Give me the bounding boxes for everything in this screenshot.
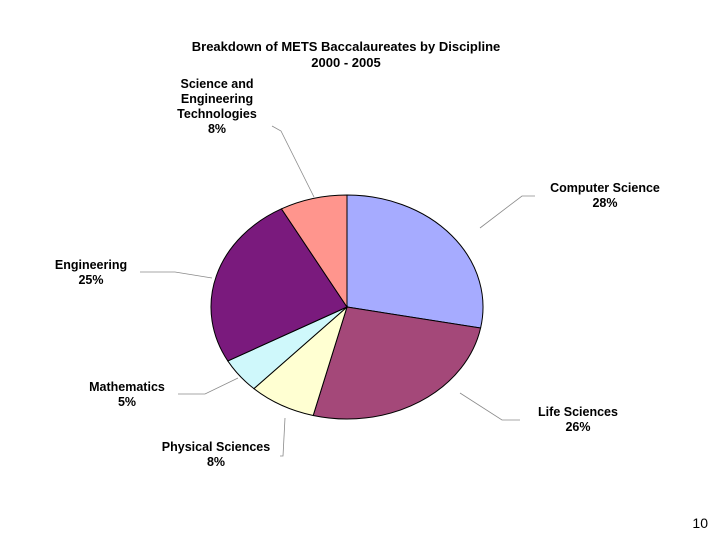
leader-line-4	[140, 271, 213, 279]
slice-label-5: Engineering	[181, 92, 253, 106]
pie-slice-0	[346, 194, 484, 329]
leader-line-3	[178, 377, 239, 395]
slice-label-2: Physical Sciences	[162, 440, 270, 454]
slice-value-label-0: 28%	[592, 196, 617, 210]
pie-slice-1	[312, 306, 482, 420]
slice-label-1: Life Sciences	[538, 405, 618, 419]
pie-slice-5	[280, 194, 348, 309]
slice-label-5: Science and	[181, 77, 254, 91]
leader-line-2	[280, 417, 286, 457]
chart-title-line-1: Breakdown of METS Baccalaureates by Disc…	[192, 39, 501, 54]
leader-line-0	[479, 195, 535, 229]
slice-value-label-5: 8%	[208, 122, 226, 136]
pie-slice-4	[210, 208, 348, 362]
slice-value-label-4: 25%	[78, 273, 103, 287]
slice-value-label-3: 5%	[118, 395, 136, 409]
slice-label-3: Mathematics	[89, 380, 165, 394]
slice-value-label-2: 8%	[207, 455, 225, 469]
slice-value-label-1: 26%	[565, 420, 590, 434]
page-number: 10	[692, 515, 708, 531]
slice-label-5: Technologies	[177, 107, 257, 121]
leader-line-5	[271, 125, 315, 198]
chart-title-line-2: 2000 - 2005	[311, 55, 380, 70]
slice-label-4: Engineering	[55, 258, 127, 272]
slice-label-0: Computer Science	[550, 181, 660, 195]
leader-line-1	[459, 392, 520, 421]
